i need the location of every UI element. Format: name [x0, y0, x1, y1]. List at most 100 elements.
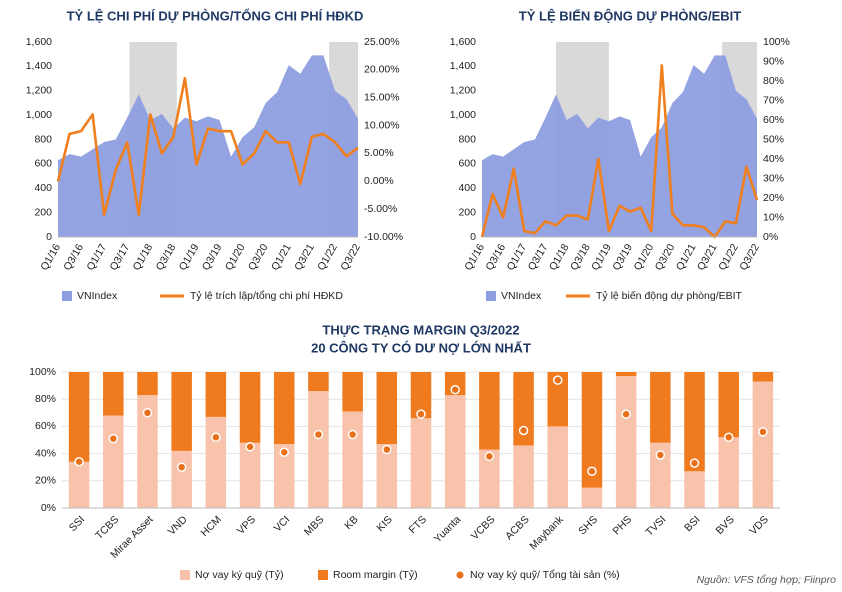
x-tick-label: Q1/20: [223, 242, 248, 273]
legend-label: Tỷ lệ trích lập/tổng chi phí HĐKD: [190, 290, 343, 302]
bar-segment: [615, 372, 637, 377]
bar-segment: [547, 372, 569, 427]
y-tick-label: 1,400: [450, 60, 476, 72]
bar-segment: [273, 444, 295, 508]
legend-label: Nợ vay ký quỹ/ Tổng tài sản (%): [470, 569, 620, 581]
legend-label: Tỷ lệ biến động dự phòng/EBIT: [596, 290, 743, 302]
x-tick-label: ACBS: [503, 514, 532, 543]
bar-segment: [410, 372, 432, 419]
x-tick-label: SSI: [67, 514, 87, 534]
bar-segment: [205, 416, 227, 508]
x-tick-label: Q1/22: [716, 242, 741, 273]
x-tick-label: TCBS: [93, 514, 121, 542]
bar-segment: [376, 444, 398, 508]
x-tick-label: Q3/20: [246, 242, 271, 273]
bar-segment: [444, 395, 466, 508]
y2-tick-label: 100%: [763, 36, 790, 48]
y-tick-label: 0: [46, 231, 52, 243]
y2-tick-label: 30%: [763, 172, 784, 184]
x-tick-label: Q3/21: [695, 242, 720, 273]
y-tick-label: 1,600: [450, 36, 476, 48]
x-tick-label: VDS: [747, 514, 771, 538]
x-tick-label: Q1/18: [131, 242, 156, 273]
y2-tick-label: 10.00%: [364, 119, 400, 131]
x-tick-label: FTS: [407, 514, 430, 537]
bar-segment: [103, 372, 124, 416]
y2-tick-label: -5.00%: [364, 203, 397, 215]
x-tick-label: KB: [342, 514, 360, 532]
dot: [74, 457, 84, 467]
dot: [211, 432, 221, 443]
bar-segment: [684, 372, 705, 472]
legend-swatch: [318, 570, 328, 580]
y-tick-label: 1,600: [26, 36, 52, 48]
x-tick-label: Q3/19: [610, 242, 635, 273]
bar-segment: [752, 372, 774, 382]
line: [56, 76, 359, 217]
x-tick-label: Q1/20: [632, 242, 657, 273]
x-tick-label: Q1/16: [38, 242, 63, 273]
legend-swatch: [62, 291, 72, 301]
bar-segment: [752, 381, 774, 508]
dot: [142, 408, 153, 418]
y2-tick-label: 80%: [763, 75, 784, 87]
dot: [484, 451, 495, 462]
dot: [621, 409, 631, 419]
bar-segment: [137, 372, 158, 396]
bar-segment: [171, 450, 192, 508]
x-tick-label: Q3/22: [737, 242, 762, 273]
x-tick-label: Q1/19: [589, 242, 614, 273]
x-tick-label: Maybank: [527, 513, 566, 552]
y2-tick-label: 50%: [763, 133, 784, 145]
legend-label: VNIndex: [77, 290, 118, 302]
y2-tick-label: 20%: [763, 192, 784, 204]
dot: [313, 429, 324, 440]
bar-segment: [342, 411, 363, 508]
bar-segment: [513, 372, 534, 446]
bar-segment: [308, 391, 329, 508]
x-tick-label: Q3/19: [200, 242, 225, 273]
dot: [450, 384, 460, 395]
y-tick-label: 40%: [35, 447, 56, 459]
bar-segment: [68, 461, 90, 508]
x-tick-label: PHS: [610, 514, 634, 538]
y-tick-label: 1,200: [26, 85, 52, 97]
y2-tick-label: 70%: [763, 94, 784, 106]
dot: [723, 432, 734, 443]
x-tick-label: HCM: [199, 514, 224, 539]
bar-segment: [410, 418, 432, 508]
y2-tick-label: 60%: [763, 114, 784, 126]
x-tick-label: VND: [166, 513, 190, 537]
x-tick-label: Q3/18: [568, 242, 593, 273]
y-tick-label: 800: [458, 133, 476, 145]
bar-segment: [684, 471, 705, 508]
bar-segment: [718, 372, 739, 438]
bar-segment: [581, 487, 603, 508]
y2-tick-label: 15.00%: [364, 91, 400, 103]
bar-segment: [342, 372, 363, 412]
dot: [245, 442, 255, 452]
area: [482, 55, 757, 237]
y2-tick-label: 0.00%: [364, 175, 394, 187]
y-tick-label: 0%: [41, 502, 56, 514]
dot: [176, 462, 187, 472]
x-tick-label: BVS: [713, 514, 736, 537]
bar-segment: [615, 376, 637, 508]
x-tick-label: Q1/16: [462, 242, 487, 273]
y2-tick-label: 20.00%: [364, 64, 400, 76]
y-tick-label: 1,200: [450, 85, 476, 97]
x-tick-label: Q3/16: [61, 242, 86, 273]
dot: [108, 433, 119, 444]
x-tick-label: VCBS: [469, 514, 498, 543]
x-tick-label: Q3/21: [292, 242, 317, 273]
x-tick-label: Q1/21: [674, 242, 699, 273]
area: [58, 55, 358, 237]
y-tick-label: 1,400: [26, 60, 52, 72]
x-tick-label: Q3/18: [154, 242, 179, 273]
bar-segment: [103, 415, 124, 508]
bar-segment: [650, 442, 671, 508]
bar-segment: [239, 442, 261, 508]
chart-title: THỰC TRẠNG MARGIN Q3/2022: [322, 322, 519, 337]
dot: [279, 447, 289, 457]
